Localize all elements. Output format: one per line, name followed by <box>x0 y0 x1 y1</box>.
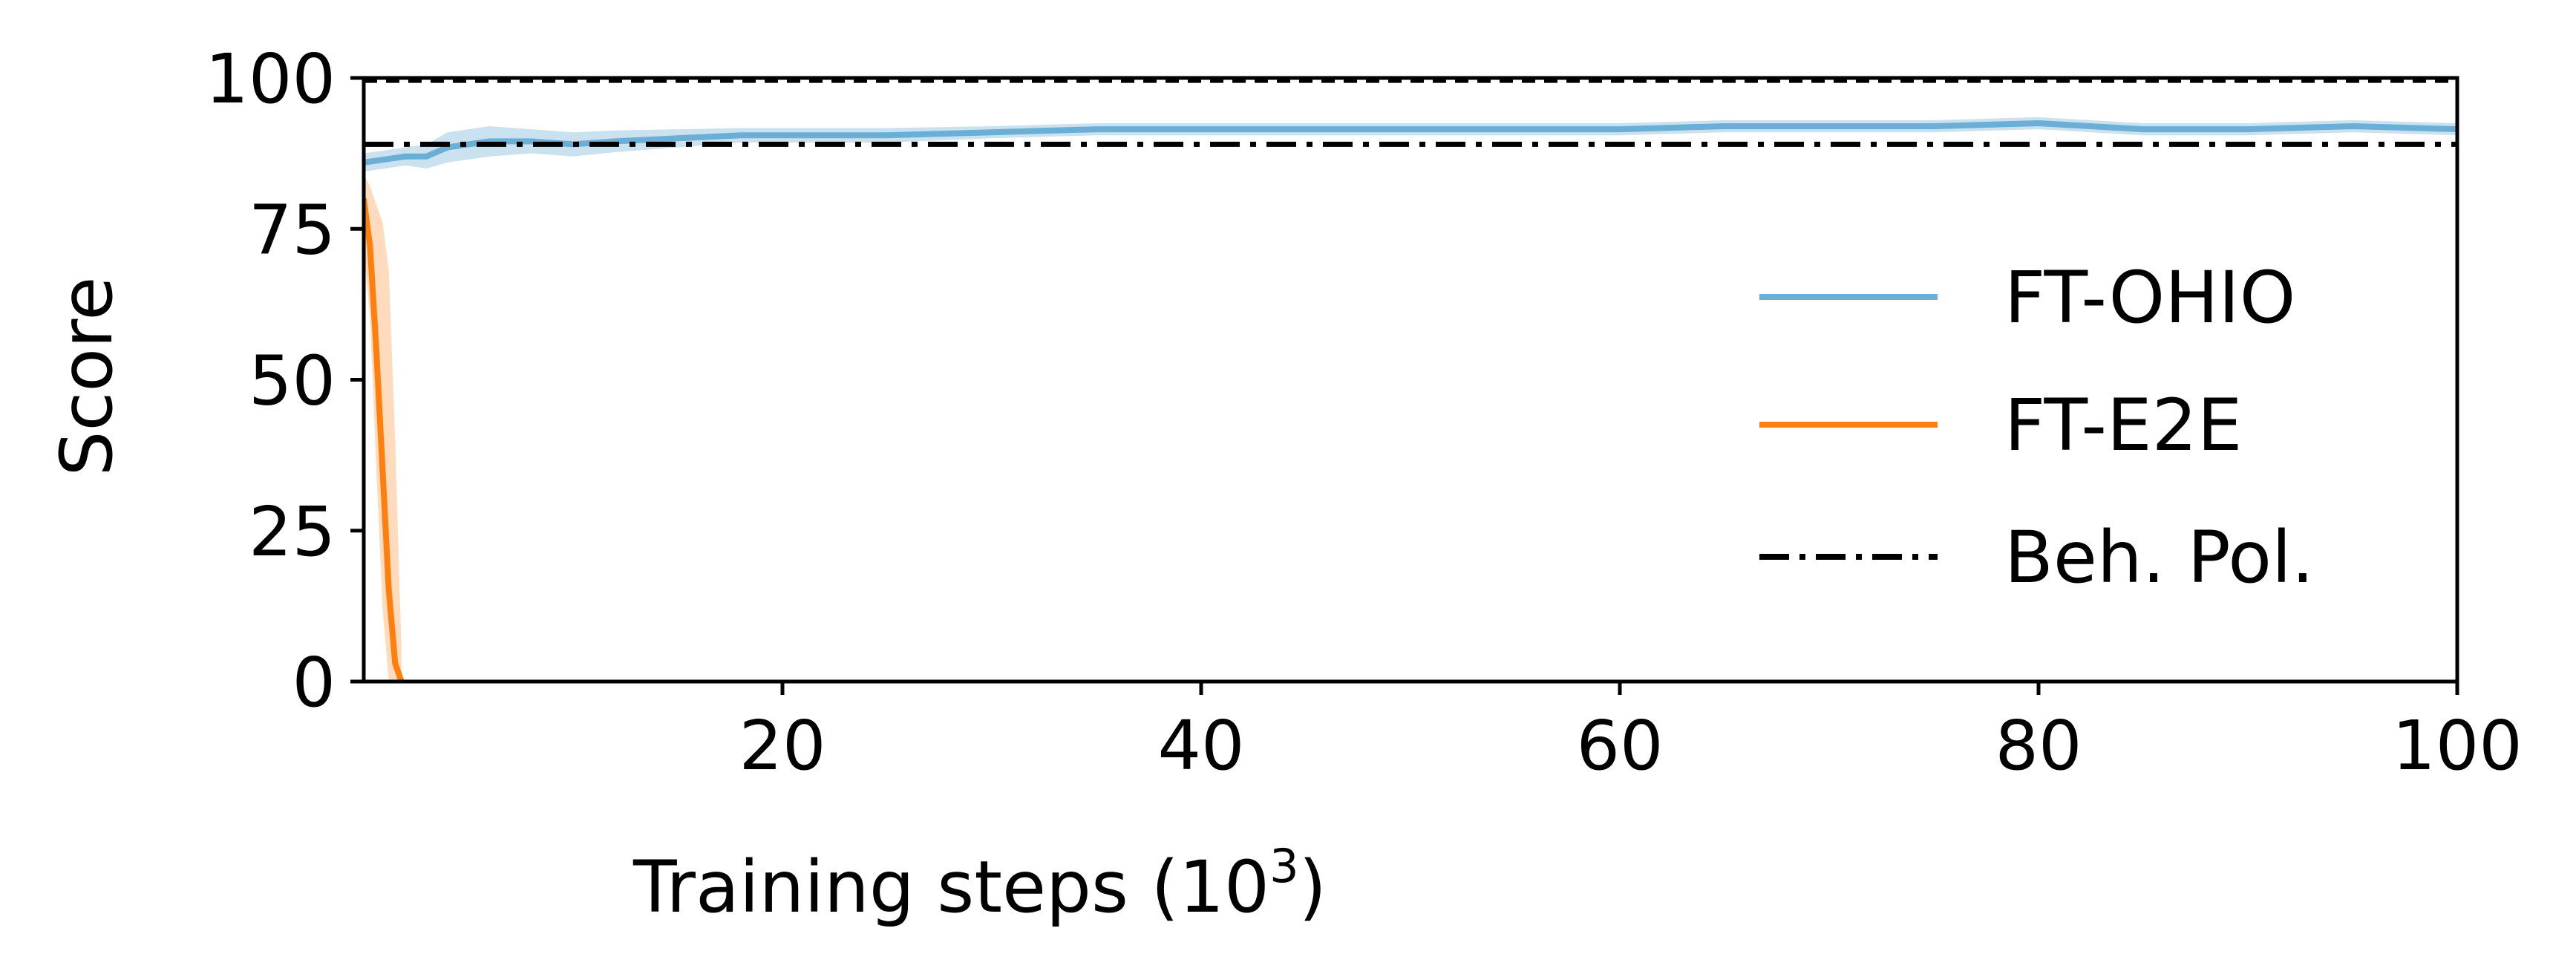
series-layer <box>364 79 2457 682</box>
x-tick-label-80: 80 <box>1995 706 2082 785</box>
legend-label-ft-e2e: FT-E2E <box>2004 384 2242 467</box>
y-tick-label-25: 25 <box>249 492 336 572</box>
x-tick-label-40: 40 <box>1157 706 1244 785</box>
y-tick-label-75: 75 <box>249 190 336 270</box>
x-tick-label-60: 60 <box>1576 706 1663 785</box>
y-tick-label-0: 0 <box>292 643 336 722</box>
axes: 20 40 60 80 100 0 25 50 75 100 <box>205 39 2522 785</box>
y-axis-label: Score <box>45 277 128 477</box>
x-axis-label: Training steps (103) <box>632 839 1327 929</box>
legend-label-beh-pol: Beh. Pol. <box>2004 516 2314 599</box>
y-tick-label-100: 100 <box>205 39 336 119</box>
x-axis-label-main: Training steps (10 <box>632 846 1269 929</box>
legend: FT-OHIO FT-E2E Beh. Pol. <box>1759 256 2314 599</box>
x-tick-label-20: 20 <box>739 706 826 785</box>
plot-area <box>364 79 2457 682</box>
x-tick-label-100: 100 <box>2392 706 2523 785</box>
series-line-ft-e2e <box>364 198 405 682</box>
x-axis-label-superscript: 3 <box>1269 839 1298 893</box>
x-axis-label-suffix: ) <box>1299 846 1327 929</box>
series-band-ft-ohio <box>364 117 2457 172</box>
legend-label-ft-ohio: FT-OHIO <box>2004 256 2295 339</box>
y-tick-label-50: 50 <box>249 342 336 421</box>
